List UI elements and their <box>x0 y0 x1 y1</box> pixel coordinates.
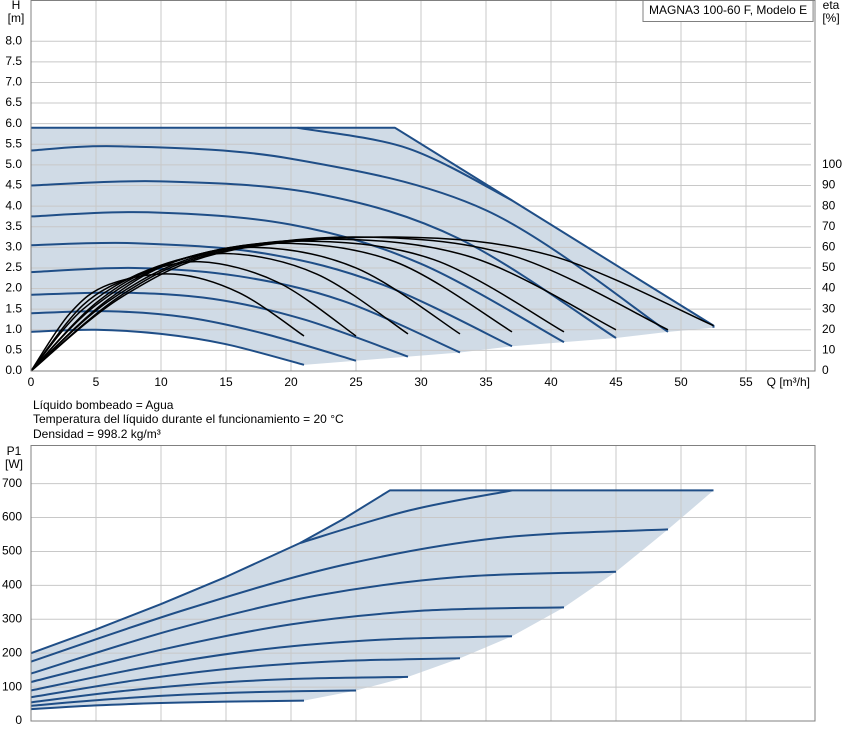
y-tick-label: 3.0 <box>5 240 22 254</box>
y2-tick-label: 70 <box>822 219 836 233</box>
x-label: Q [m³/h] <box>767 375 810 389</box>
x-tick-label: 5 <box>93 375 100 389</box>
legend-box <box>642 0 814 22</box>
plot-frame <box>30 0 816 372</box>
y2-tick-label: 0 <box>822 363 829 377</box>
y-unit: [W] <box>5 457 23 471</box>
annotation: Densidad = 998.2 kg/m³ <box>33 427 161 441</box>
y-tick-label: 600 <box>2 510 22 524</box>
curve <box>30 606 565 683</box>
y-tick-label: 500 <box>2 544 22 558</box>
curve <box>30 699 305 711</box>
y2-tick-label: 60 <box>822 240 836 254</box>
y-tick-label: 5.0 <box>5 157 22 171</box>
y-tick-label: 7.0 <box>5 75 22 89</box>
y2-unit: [%] <box>822 11 839 25</box>
annotation: Líquido bombeado = Agua <box>33 398 174 412</box>
y-tick-label: 0 <box>15 713 22 727</box>
y2-tick-label: 80 <box>822 198 836 212</box>
x-tick-label: 15 <box>219 375 233 389</box>
y-tick-label: 8.0 <box>5 33 22 47</box>
y-tick-label: 6.0 <box>5 116 22 130</box>
y-tick-label: 7.5 <box>5 54 22 68</box>
y2-tick-label: 20 <box>822 322 836 336</box>
x-tick-label: 45 <box>609 375 623 389</box>
curve <box>30 570 617 675</box>
y-tick-label: 200 <box>2 645 22 659</box>
x-tick-label: 30 <box>414 375 428 389</box>
operating-area <box>31 490 714 710</box>
x-tick-label: 55 <box>739 375 753 389</box>
y-tick-label: 2.0 <box>5 281 22 295</box>
y-tick-label: 1.5 <box>5 301 22 315</box>
y-unit: [m] <box>8 11 25 25</box>
curve <box>297 126 513 202</box>
y-tick-label: 5.5 <box>5 136 22 150</box>
x-tick-label: 0 <box>28 375 35 389</box>
curve <box>30 689 357 707</box>
y-tick-label: 3.5 <box>5 219 22 233</box>
plot-frame <box>30 445 816 722</box>
y-label: H <box>12 0 21 12</box>
y-label: P1 <box>7 444 22 458</box>
annotation: Temperatura del líquido durante el funci… <box>33 412 344 426</box>
x-tick-label: 20 <box>284 375 298 389</box>
legend-title: MAGNA3 100-60 F, Modelo E <box>649 3 807 17</box>
y-tick-label: 100 <box>2 679 22 693</box>
y2-tick-label: 30 <box>822 301 836 315</box>
x-tick-label: 50 <box>674 375 688 389</box>
efficiency-curve <box>30 236 669 372</box>
x-tick-label: 35 <box>479 375 493 389</box>
efficiency-curve <box>30 236 714 372</box>
curve <box>30 310 357 362</box>
y-tick-label: 700 <box>2 476 22 490</box>
curve <box>30 528 669 663</box>
x-tick-label: 40 <box>544 375 558 389</box>
plot <box>30 0 816 372</box>
y-tick-label: 300 <box>2 611 22 625</box>
curve <box>30 241 513 348</box>
curve <box>30 145 669 333</box>
y2-tick-label: 40 <box>822 281 836 295</box>
y2-tick-label: 50 <box>822 260 836 274</box>
curve <box>30 657 461 699</box>
y-tick-label: 4.5 <box>5 178 22 192</box>
plot <box>30 445 816 722</box>
y-tick-label: 0.0 <box>5 363 22 377</box>
y-tick-label: 6.5 <box>5 95 22 109</box>
y-tick-label: 400 <box>2 578 22 592</box>
y-tick-label: 4.0 <box>5 198 22 212</box>
curve <box>299 489 513 544</box>
y-tick-label: 1.0 <box>5 322 22 336</box>
y2-tick-label: 10 <box>822 343 836 357</box>
y-tick-label: 0.5 <box>5 343 22 357</box>
curve <box>30 211 565 344</box>
curve <box>30 675 409 704</box>
curve <box>31 126 715 328</box>
curve <box>30 489 714 655</box>
x-tick-label: 25 <box>349 375 363 389</box>
x-tick-label: 10 <box>154 375 168 389</box>
y2-label: eta <box>823 0 840 12</box>
y2-tick-label: 90 <box>822 178 836 192</box>
curve <box>30 635 513 692</box>
y-tick-label: 2.5 <box>5 260 22 274</box>
curve <box>30 180 617 339</box>
y2-tick-label: 100 <box>822 157 842 171</box>
